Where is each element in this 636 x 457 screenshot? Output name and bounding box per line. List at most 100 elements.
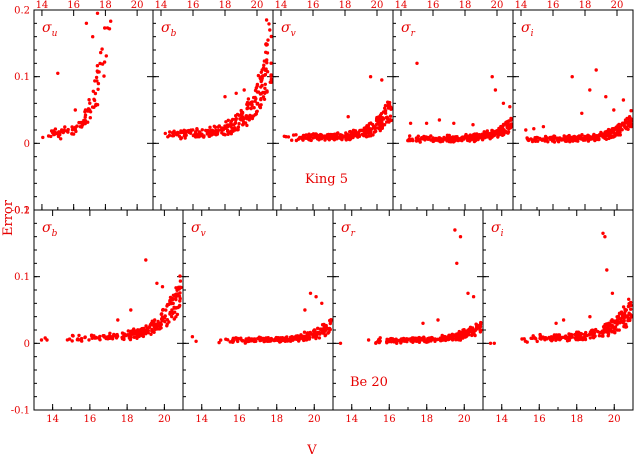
data-point (269, 34, 273, 39)
data-point (259, 79, 263, 84)
data-point (535, 339, 539, 344)
data-point (570, 75, 574, 79)
data-point (56, 134, 61, 139)
data-point (250, 103, 254, 108)
data-point (520, 337, 524, 341)
x-tick-label: 14 (495, 414, 508, 425)
data-point (107, 27, 112, 31)
data-point (341, 135, 345, 139)
data-point (135, 336, 139, 340)
data-point (600, 334, 604, 338)
data-point (505, 120, 509, 124)
data-point (617, 129, 621, 133)
data-point (211, 132, 216, 136)
data-point (329, 132, 333, 137)
data-point (79, 336, 84, 341)
data-point (261, 90, 265, 95)
data-point (259, 97, 263, 102)
data-point (509, 118, 513, 122)
data-point (217, 340, 221, 345)
data-point (601, 231, 605, 235)
data-point (173, 297, 178, 301)
data-point (597, 334, 602, 338)
data-point (421, 321, 425, 325)
data-point (610, 320, 615, 324)
data-point (265, 70, 270, 74)
data-point (150, 327, 154, 332)
data-point (384, 115, 389, 120)
data-point (374, 341, 378, 345)
data-point (621, 305, 626, 309)
data-point (160, 285, 165, 289)
data-point (620, 128, 624, 132)
data-point (313, 133, 317, 138)
panel-frame (33, 209, 184, 411)
data-point (254, 112, 258, 116)
data-point (377, 115, 381, 119)
data-point (594, 134, 598, 138)
data-point (239, 118, 243, 122)
data-point (601, 331, 605, 335)
x-tick-label: 18 (570, 414, 583, 425)
data-point (619, 317, 623, 321)
data-point (471, 295, 476, 299)
data-point (83, 335, 87, 340)
data-point (269, 73, 273, 77)
data-point (96, 87, 100, 92)
x-tick-label: 20 (131, 0, 144, 11)
data-point (256, 101, 260, 106)
data-point (172, 317, 176, 321)
data-point (415, 339, 419, 343)
data-point (172, 306, 176, 310)
cluster-label-be20: Be 20 (350, 375, 388, 390)
data-point (200, 132, 204, 136)
data-point (86, 108, 90, 112)
data-point (315, 332, 319, 337)
x-tick-label: 14 (36, 0, 49, 11)
data-point (447, 333, 452, 338)
data-point (380, 78, 384, 82)
data-point (380, 122, 384, 126)
data-point (303, 308, 307, 312)
data-point (88, 116, 93, 120)
data-point (170, 314, 174, 319)
y-tick-label: 0 (24, 339, 30, 350)
data-point (253, 88, 258, 93)
data-point (311, 329, 316, 333)
data-point (259, 85, 263, 89)
y-tick-label: -0.1 (11, 406, 30, 417)
data-point (306, 134, 310, 139)
y-axis-label: Error (1, 199, 16, 236)
data-point (623, 314, 627, 319)
data-point (473, 333, 477, 338)
data-point (328, 318, 332, 323)
data-point (526, 138, 530, 142)
data-point (70, 339, 74, 343)
x-tick-label: 16 (84, 414, 97, 425)
data-point (628, 123, 632, 128)
data-point (491, 130, 496, 134)
data-point (626, 316, 631, 320)
data-point (288, 335, 293, 339)
data-point (175, 131, 180, 136)
data-point (167, 320, 171, 324)
data-point (619, 310, 624, 314)
data-point (549, 335, 554, 339)
data-point (269, 61, 273, 65)
data-point (99, 50, 103, 55)
data-point (281, 337, 285, 341)
data-point (225, 124, 229, 128)
data-point (478, 135, 483, 139)
data-point (266, 339, 270, 343)
data-point (389, 340, 394, 344)
data-point (348, 129, 352, 134)
data-point (236, 127, 240, 132)
data-point (554, 321, 558, 325)
data-point (536, 136, 540, 140)
data-point (623, 125, 628, 129)
data-point (164, 308, 168, 312)
data-point (422, 134, 426, 139)
y-tick-label: 0 (24, 139, 30, 150)
data-point (627, 116, 631, 120)
data-point (87, 98, 91, 102)
